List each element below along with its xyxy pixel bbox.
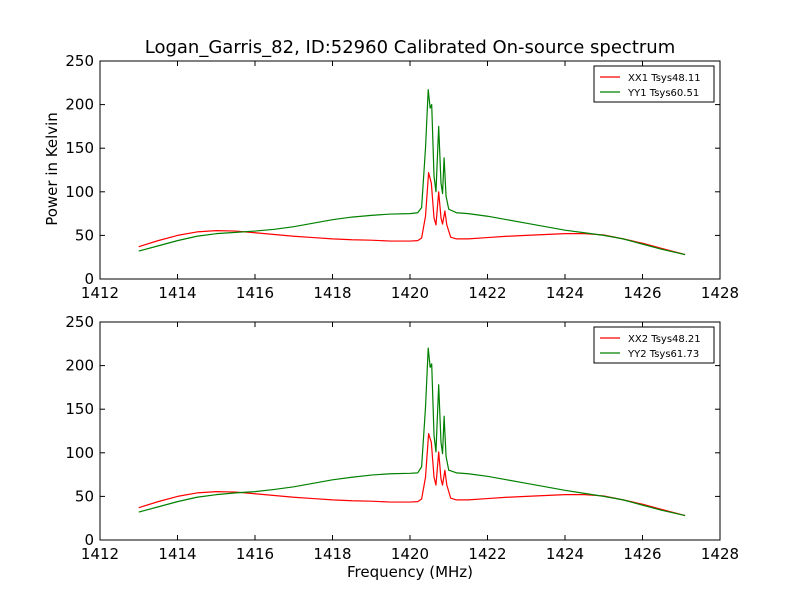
x-tick-label: 1428 bbox=[701, 545, 739, 563]
legend-entry: YY2 Tsys61.73 bbox=[627, 349, 699, 360]
legend: XX1 Tsys48.11 YY1 Tsys60.51 bbox=[593, 65, 715, 103]
x-tick-label: 1424 bbox=[546, 545, 584, 563]
x-tick-label: 1420 bbox=[391, 545, 429, 563]
y-tick-label: 50 bbox=[75, 226, 94, 244]
x-axis-label: Frequency (MHz) bbox=[347, 563, 473, 581]
x-tick-label: 1422 bbox=[468, 545, 506, 563]
x-tick-label: 1416 bbox=[236, 284, 274, 302]
y-tick-label: 0 bbox=[84, 531, 94, 549]
y-tick-label: 100 bbox=[65, 444, 94, 462]
bottom-spectrum-panel: 1412 1414 1416 1418 1420 1422 1424 1426 1428 0 50 1… bbox=[65, 313, 739, 563]
x-tick-label: 1426 bbox=[623, 545, 661, 563]
x-tick-label: 1420 bbox=[391, 284, 429, 302]
y-tick-label: 100 bbox=[65, 183, 94, 201]
series-line-xx bbox=[138, 172, 686, 256]
x-tick-label: 1412 bbox=[81, 284, 119, 302]
legend: XX2 Tsys48.21 YY2 Tsys61.73 bbox=[593, 326, 715, 364]
x-tick-label: 1414 bbox=[158, 284, 196, 302]
x-tick-label: 1422 bbox=[468, 284, 506, 302]
x-tick-label: 1426 bbox=[623, 284, 661, 302]
x-tick-label: 1414 bbox=[158, 545, 196, 563]
y-tick-label: 250 bbox=[65, 313, 94, 331]
y-tick-label: 150 bbox=[65, 139, 94, 157]
top-spectrum-panel: 1412 1414 1416 1418 1420 1422 1424 1426 1428 0 50 1… bbox=[65, 52, 739, 302]
y-tick-label: 150 bbox=[65, 400, 94, 418]
x-tick-label: 1418 bbox=[313, 284, 351, 302]
y-axis-label: Power in Kelvin bbox=[43, 112, 61, 226]
x-tick-label: 1428 bbox=[701, 284, 739, 302]
y-tick-label: 200 bbox=[65, 357, 94, 375]
legend-entry: XX2 Tsys48.21 bbox=[628, 334, 701, 345]
series-line-xx bbox=[138, 433, 686, 517]
series-line-yy bbox=[138, 347, 686, 517]
legend-entry: YY1 Tsys60.51 bbox=[627, 88, 699, 99]
y-tick-label: 200 bbox=[65, 96, 94, 114]
x-tick-label: 1412 bbox=[81, 545, 119, 563]
series-line-yy bbox=[138, 89, 686, 256]
legend-box bbox=[593, 326, 715, 364]
chart-title: Logan_Garris_82, ID:52960 Calibrated On-… bbox=[145, 37, 675, 58]
legend-box bbox=[593, 65, 715, 103]
y-tick-label: 50 bbox=[75, 487, 94, 505]
legend-entry: XX1 Tsys48.11 bbox=[628, 73, 701, 84]
y-tick-label: 250 bbox=[65, 52, 94, 70]
x-tick-label: 1418 bbox=[313, 545, 351, 563]
x-tick-label: 1424 bbox=[546, 284, 584, 302]
y-tick-label: 0 bbox=[84, 270, 94, 288]
x-tick-label: 1416 bbox=[236, 545, 274, 563]
